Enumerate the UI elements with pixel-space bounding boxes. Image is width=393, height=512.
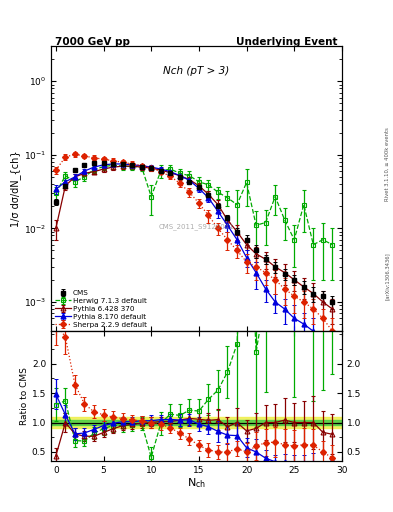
Text: [arXiv:1306.3436]: [arXiv:1306.3436]: [385, 252, 390, 301]
Y-axis label: 1/σ dσ/dN_{ch}: 1/σ dσ/dN_{ch}: [10, 151, 21, 227]
Y-axis label: Ratio to CMS: Ratio to CMS: [20, 367, 29, 425]
Text: Rivet 3.1.10, ≥ 400k events: Rivet 3.1.10, ≥ 400k events: [385, 127, 390, 201]
Legend: CMS, Herwig 7.1.3 default, Pythia 6.428 370, Pythia 8.170 default, Sherpa 2.2.9 : CMS, Herwig 7.1.3 default, Pythia 6.428 …: [53, 289, 148, 329]
Text: 7000 GeV pp: 7000 GeV pp: [55, 37, 130, 47]
Bar: [51, 419, 342, 425]
Bar: [51, 417, 342, 429]
Text: CMS_2011_S9120041: CMS_2011_S9120041: [159, 223, 234, 229]
Text: Underlying Event: Underlying Event: [237, 37, 338, 47]
X-axis label: N$_\mathregular{ch}$: N$_\mathregular{ch}$: [187, 476, 206, 490]
Text: Nch (pT > 3): Nch (pT > 3): [163, 66, 230, 76]
